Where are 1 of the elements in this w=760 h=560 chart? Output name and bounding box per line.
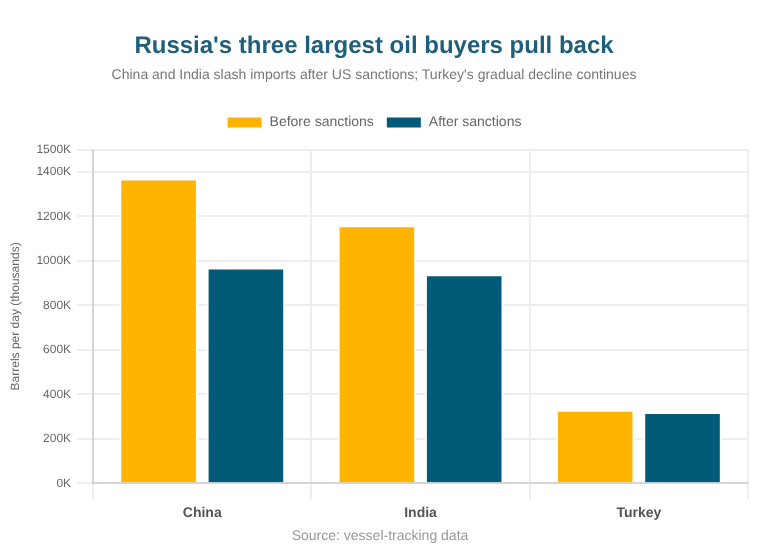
- chart-title: Russia's three largest oil buyers pull back: [134, 31, 615, 60]
